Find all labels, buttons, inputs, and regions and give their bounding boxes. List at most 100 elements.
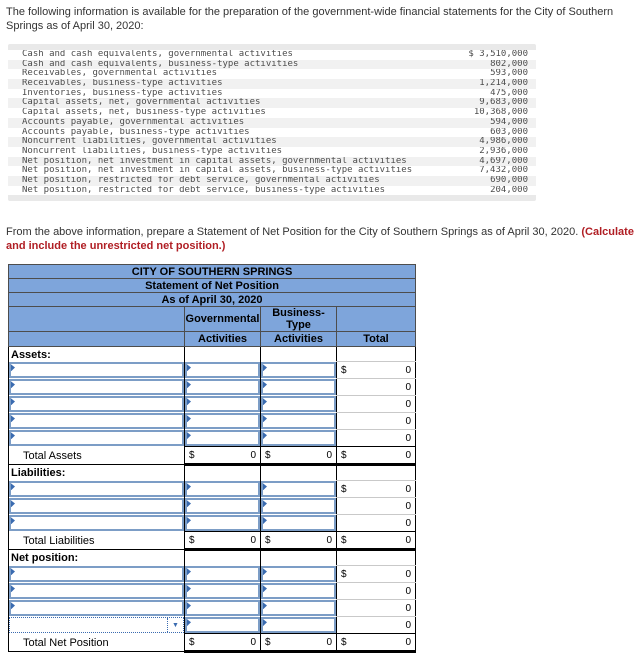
fact-value: 7,432,000 bbox=[479, 166, 528, 176]
fact-value: 475,000 bbox=[490, 88, 528, 98]
fact-value: 10,368,000 bbox=[473, 108, 528, 118]
cell-marker-icon bbox=[187, 568, 191, 576]
net-position-total-cell: 0 bbox=[405, 619, 412, 631]
fact-row: Net position, net investment in capital … bbox=[8, 166, 536, 176]
total-liabilities-total: $0 bbox=[341, 534, 412, 546]
asset-label-input[interactable] bbox=[9, 379, 184, 396]
fact-value: 1,214,000 bbox=[479, 79, 528, 89]
liability-business-type-amount-input[interactable] bbox=[261, 498, 336, 515]
asset-total-cell: 0 bbox=[405, 432, 412, 444]
fact-label: Cash and cash equivalents, business-type… bbox=[22, 59, 299, 69]
fact-row: Receivables, business-type activities 1,2… bbox=[8, 79, 536, 89]
asset-total-cell: 0 bbox=[405, 398, 412, 410]
liability-label-input[interactable] bbox=[9, 515, 184, 532]
asset-governmental-amount-input[interactable] bbox=[185, 413, 260, 430]
fact-value: 690,000 bbox=[490, 175, 528, 185]
cell-marker-icon bbox=[187, 415, 191, 423]
statement-title: CITY OF SOUTHERN SPRINGS bbox=[7, 264, 417, 280]
net-position-business-type-amount-input[interactable] bbox=[261, 566, 336, 583]
cell-marker-icon bbox=[263, 381, 267, 389]
statement-subtitle: Statement of Net Position bbox=[7, 278, 417, 294]
asset-business-type-amount-input[interactable] bbox=[261, 379, 336, 396]
cell-marker-icon bbox=[187, 432, 191, 440]
fact-label: Receivables, business-type activities bbox=[22, 79, 223, 89]
col-header-governmental-line2: Activities bbox=[184, 331, 261, 348]
fact-row: Net position, restricted for debt servic… bbox=[8, 185, 536, 196]
total-assets-label: Total Assets bbox=[8, 446, 185, 466]
asset-governmental-amount-input[interactable] bbox=[185, 379, 260, 396]
fact-row: Net position, net investment in capital … bbox=[8, 156, 536, 167]
cell-marker-icon bbox=[11, 517, 15, 525]
cell-marker-icon bbox=[263, 585, 267, 593]
asset-business-type-amount-input[interactable] bbox=[261, 396, 336, 413]
asset-governmental-amount-input[interactable] bbox=[185, 396, 260, 413]
asset-governmental-amount-input[interactable] bbox=[185, 430, 260, 447]
cell-marker-icon bbox=[263, 364, 267, 372]
net-position-label-input[interactable] bbox=[9, 600, 184, 617]
net-position-governmental-amount-input[interactable] bbox=[185, 617, 260, 634]
fact-row: Accounts payable, business-type activiti… bbox=[8, 127, 536, 138]
fact-label: Accounts payable, business-type activiti… bbox=[22, 127, 250, 137]
cell-marker-icon bbox=[11, 602, 15, 610]
cell-marker-icon bbox=[263, 517, 267, 525]
liability-label-input[interactable] bbox=[9, 481, 184, 498]
asset-label-input[interactable] bbox=[9, 362, 184, 379]
section-label-assets: Assets: bbox=[8, 346, 185, 362]
total-assets-governmental: $0 bbox=[189, 449, 256, 461]
total-liabilities-governmental: $0 bbox=[189, 534, 256, 546]
liability-business-type-amount-input[interactable] bbox=[261, 481, 336, 498]
net-position-label-input[interactable] bbox=[9, 566, 184, 583]
fact-label: Capital assets, net, governmental activi… bbox=[22, 98, 261, 108]
cell-marker-icon bbox=[11, 398, 15, 406]
liability-label-input[interactable] bbox=[9, 498, 184, 515]
asset-label-input[interactable] bbox=[9, 430, 184, 447]
cell-marker-icon bbox=[263, 602, 267, 610]
total-net-position-label: Total Net Position bbox=[8, 633, 185, 653]
net-position-business-type-amount-input[interactable] bbox=[261, 617, 336, 634]
section-label-liabilities: Liabilities: bbox=[8, 464, 185, 481]
asset-business-type-amount-input[interactable] bbox=[261, 413, 336, 430]
asset-label-input[interactable] bbox=[9, 396, 184, 413]
liability-governmental-amount-input[interactable] bbox=[185, 481, 260, 498]
fact-label: Cash and cash equivalents, governmental … bbox=[22, 50, 293, 59]
asset-business-type-amount-input[interactable] bbox=[261, 362, 336, 379]
fact-value: $ 3,510,000 bbox=[468, 50, 528, 59]
dropdown-value[interactable] bbox=[10, 618, 167, 632]
cell-marker-icon bbox=[187, 398, 191, 406]
fact-row: Capital assets, net, governmental activi… bbox=[8, 98, 536, 109]
liability-total-cell: 0 bbox=[405, 517, 412, 529]
net-position-category-dropdown[interactable]: ▼ bbox=[9, 617, 184, 634]
liability-business-type-amount-input[interactable] bbox=[261, 515, 336, 532]
fact-label: Capital assets, net, business-type activ… bbox=[22, 108, 266, 118]
asset-business-type-amount-input[interactable] bbox=[261, 430, 336, 447]
chevron-down-icon[interactable]: ▼ bbox=[167, 618, 183, 633]
liability-governmental-amount-input[interactable] bbox=[185, 498, 260, 515]
asset-label-input[interactable] bbox=[9, 413, 184, 430]
net-position-governmental-amount-input[interactable] bbox=[185, 583, 260, 600]
asset-governmental-amount-input[interactable] bbox=[185, 362, 260, 379]
instruction-normal: From the above information, prepare a St… bbox=[6, 226, 582, 239]
fact-value: 2,936,000 bbox=[479, 146, 528, 156]
instruction-text: From the above information, prepare a St… bbox=[0, 201, 642, 253]
cell-marker-icon bbox=[263, 500, 267, 508]
cell-marker-icon bbox=[11, 500, 15, 508]
fact-value: 593,000 bbox=[490, 69, 528, 79]
net-position-label-input[interactable] bbox=[9, 583, 184, 600]
col-header-governmental: Governmental bbox=[184, 306, 261, 333]
total-liabilities-label: Total Liabilities bbox=[8, 531, 185, 551]
liability-governmental-amount-input[interactable] bbox=[185, 515, 260, 532]
net-position-governmental-amount-input[interactable] bbox=[185, 600, 260, 617]
cell-marker-icon bbox=[11, 483, 15, 491]
net-position-business-type-amount-input[interactable] bbox=[261, 583, 336, 600]
net-position-governmental-amount-input[interactable] bbox=[185, 566, 260, 583]
fact-row: Inventories, business-type activities 475… bbox=[8, 88, 536, 99]
fact-label: Net position, restricted for debt servic… bbox=[22, 175, 380, 185]
cell-marker-icon bbox=[263, 568, 267, 576]
net-position-business-type-amount-input[interactable] bbox=[261, 600, 336, 617]
fact-label: Net position, restricted for debt servic… bbox=[22, 185, 386, 195]
cell-marker-icon bbox=[263, 415, 267, 423]
asset-total-cell: 0 bbox=[405, 415, 412, 427]
fact-label: Noncurrent liabilities, business-type ac… bbox=[22, 146, 283, 156]
cell-marker-icon bbox=[187, 602, 191, 610]
cell-marker-icon bbox=[187, 381, 191, 389]
